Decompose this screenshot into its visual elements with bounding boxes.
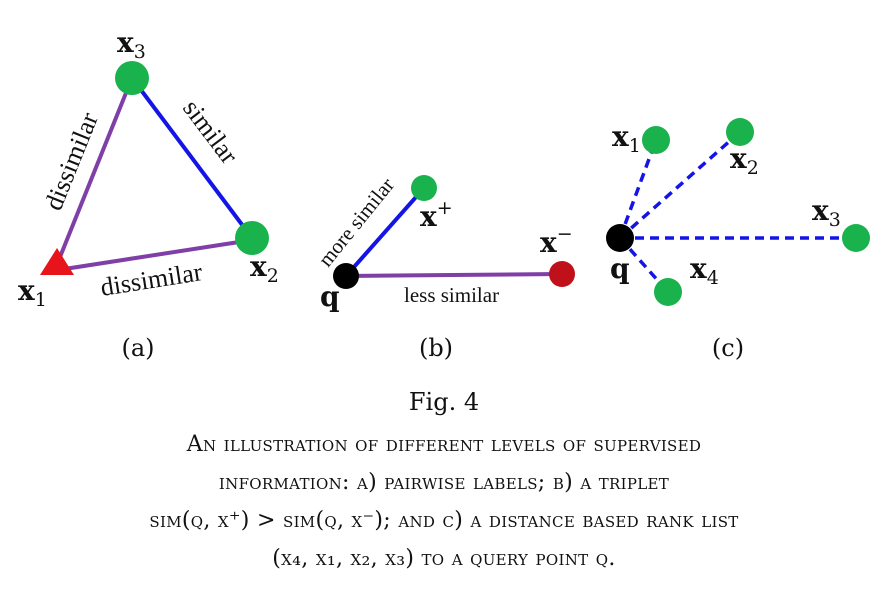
- node-x2-c: [726, 118, 754, 146]
- node-q-c: [606, 224, 634, 252]
- caption-line-4: (x₄, x₁, x₂, x₃) to a query point q.: [272, 546, 616, 571]
- node-x1-c: [642, 126, 670, 154]
- edge-x1-x2: [57, 238, 253, 272]
- node-label-x3: x3: [117, 26, 146, 63]
- edge-q-xplus: [344, 186, 426, 278]
- edge-label-q-xplus: more similar: [313, 173, 399, 271]
- node-label-xplus: x+: [420, 197, 453, 233]
- panel-label-b: (b): [419, 334, 453, 362]
- node-x3: [115, 61, 149, 95]
- node-label-x2: x2: [250, 250, 279, 287]
- edge-q-xminus: [345, 272, 563, 278]
- figure-caption: Fig. 4 An illustration of different leve…: [0, 388, 888, 578]
- node-xplus: [411, 175, 437, 201]
- node-label-x4-c: x4: [690, 252, 719, 289]
- caption-line-2: information: a) pairwise labels; b) a tr…: [218, 470, 670, 495]
- edge-x3-x2: [130, 76, 254, 240]
- panel-label-a: (a): [121, 334, 154, 362]
- node-q-b: [333, 263, 359, 289]
- node-label-q-c: q: [610, 252, 630, 285]
- node-label-x1-c: x1: [612, 120, 641, 157]
- panel-b: more similar less similar q x+ x− (b): [313, 173, 575, 362]
- caption-line-1: An illustration of different levels of s…: [186, 432, 702, 457]
- node-label-xminus: x−: [540, 223, 573, 259]
- node-x1-triangle: [40, 248, 74, 275]
- panel-c: q x1 x2 x3 x4 (c): [606, 118, 870, 362]
- edge-q-x2: [618, 130, 742, 240]
- edge-label-q-xminus: less similar: [404, 283, 499, 307]
- node-label-x2-c: x2: [730, 142, 759, 179]
- node-x4-c: [654, 278, 682, 306]
- illustration-figure: dissimilar similar dissimilar x3 x2 x1 (…: [18, 26, 870, 362]
- edge-q-x1: [618, 139, 658, 239]
- node-x3-c: [842, 224, 870, 252]
- node-xminus: [549, 261, 575, 287]
- panel-label-c: (c): [712, 334, 744, 362]
- node-label-x3-c: x3: [812, 194, 841, 231]
- edge-x1-x3: [56, 77, 134, 263]
- edge-label-x1-x2: dissimilar: [98, 257, 204, 302]
- node-x2: [235, 221, 269, 255]
- figure-number: Fig. 4: [408, 388, 480, 416]
- edge-label-x1-x3: dissimilar: [39, 108, 104, 214]
- edge-label-x3-x2: similar: [177, 94, 244, 169]
- node-label-x1: x1: [18, 274, 47, 311]
- caption-line-3: sim(q, x⁺) > sim(q, x⁻); and c) a distan…: [149, 508, 739, 533]
- node-label-q-b: q: [320, 280, 340, 313]
- panel-a: dissimilar similar dissimilar x3 x2 x1 (…: [18, 26, 279, 362]
